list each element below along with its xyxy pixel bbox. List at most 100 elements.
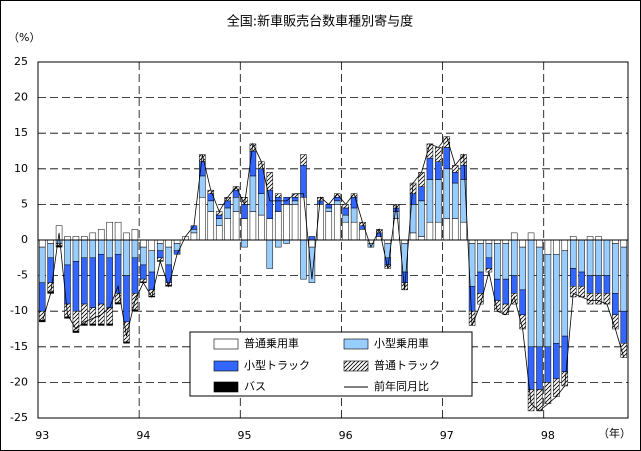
bar [443,218,451,241]
bar [418,186,425,202]
bar [232,211,240,241]
bar [283,239,290,244]
bar [55,245,63,248]
bar [241,218,248,241]
bar [89,307,97,325]
bar [494,243,501,280]
y-tick-label: 0 [21,233,28,246]
bar [64,236,71,241]
bar [38,239,46,248]
y-tick-label: 20 [14,91,28,104]
bar [106,257,113,308]
bar [325,204,333,209]
bar [106,221,113,241]
bar [224,207,231,219]
x-tick-label: 98 [541,429,555,442]
bar [106,307,113,325]
bar [249,175,257,212]
bar [451,164,459,173]
bar [114,239,122,255]
bar [190,232,198,241]
bar [418,200,425,237]
bar [114,302,122,305]
bar [494,239,501,244]
bar [173,239,181,244]
bar [426,157,434,180]
bar [494,278,501,301]
bar [620,310,628,344]
bar [274,211,282,241]
bar [401,271,408,283]
bar [451,218,459,241]
bar [131,257,139,294]
legend-swatch [343,338,369,350]
bar [578,239,585,273]
bar [612,293,619,316]
bar [553,253,560,344]
bar [249,150,257,177]
bar [300,154,307,166]
bar [443,136,451,148]
legend-label: 普通トラック [374,358,440,372]
bar [544,239,552,255]
bar [266,172,274,191]
bar [300,164,307,198]
bar [578,271,585,287]
bar [199,197,206,241]
bar [401,239,408,244]
bar [595,293,602,305]
bar [89,323,97,326]
legend-label: バス [244,380,266,393]
bar [207,211,215,241]
bar [97,253,105,305]
bar [81,323,88,326]
bar [485,268,493,273]
bar [232,197,240,212]
bar [97,323,105,326]
bar [435,221,442,241]
bar [123,232,130,241]
x-tick-label: 95 [238,429,252,442]
bar [333,197,341,202]
bar [131,229,139,241]
bar [502,278,510,305]
bar [350,207,358,223]
x-tick-label: 93 [35,429,49,442]
bar [325,207,333,212]
bar [435,179,442,223]
bar [165,239,172,248]
bar [106,323,113,326]
bar [258,193,265,216]
bar [409,193,417,205]
bar [241,239,248,248]
bar [215,218,223,227]
legend-label: 普通乗用車 [244,336,299,350]
bar [89,232,97,241]
x-tick-label: 97 [440,429,454,442]
legend-label: 前年同月比 [374,379,429,393]
bar [561,239,569,251]
bar [123,239,130,276]
bar [586,239,594,276]
bar [477,239,484,244]
bar [612,239,619,244]
y-tick-label: -20 [10,375,28,388]
bar [519,246,526,291]
bar [38,282,46,312]
bar [97,303,105,325]
bar [55,239,63,244]
bar [460,164,467,180]
bar [333,204,341,241]
bar [308,246,316,283]
x-tick-label: 96 [339,429,353,442]
bar [603,293,611,305]
bar [443,147,451,170]
bar [485,243,493,259]
bar [291,200,299,205]
bar [291,204,299,241]
bar [308,239,316,248]
bar [123,341,130,344]
x-tick-label: 94 [136,429,150,442]
bar [510,293,518,305]
